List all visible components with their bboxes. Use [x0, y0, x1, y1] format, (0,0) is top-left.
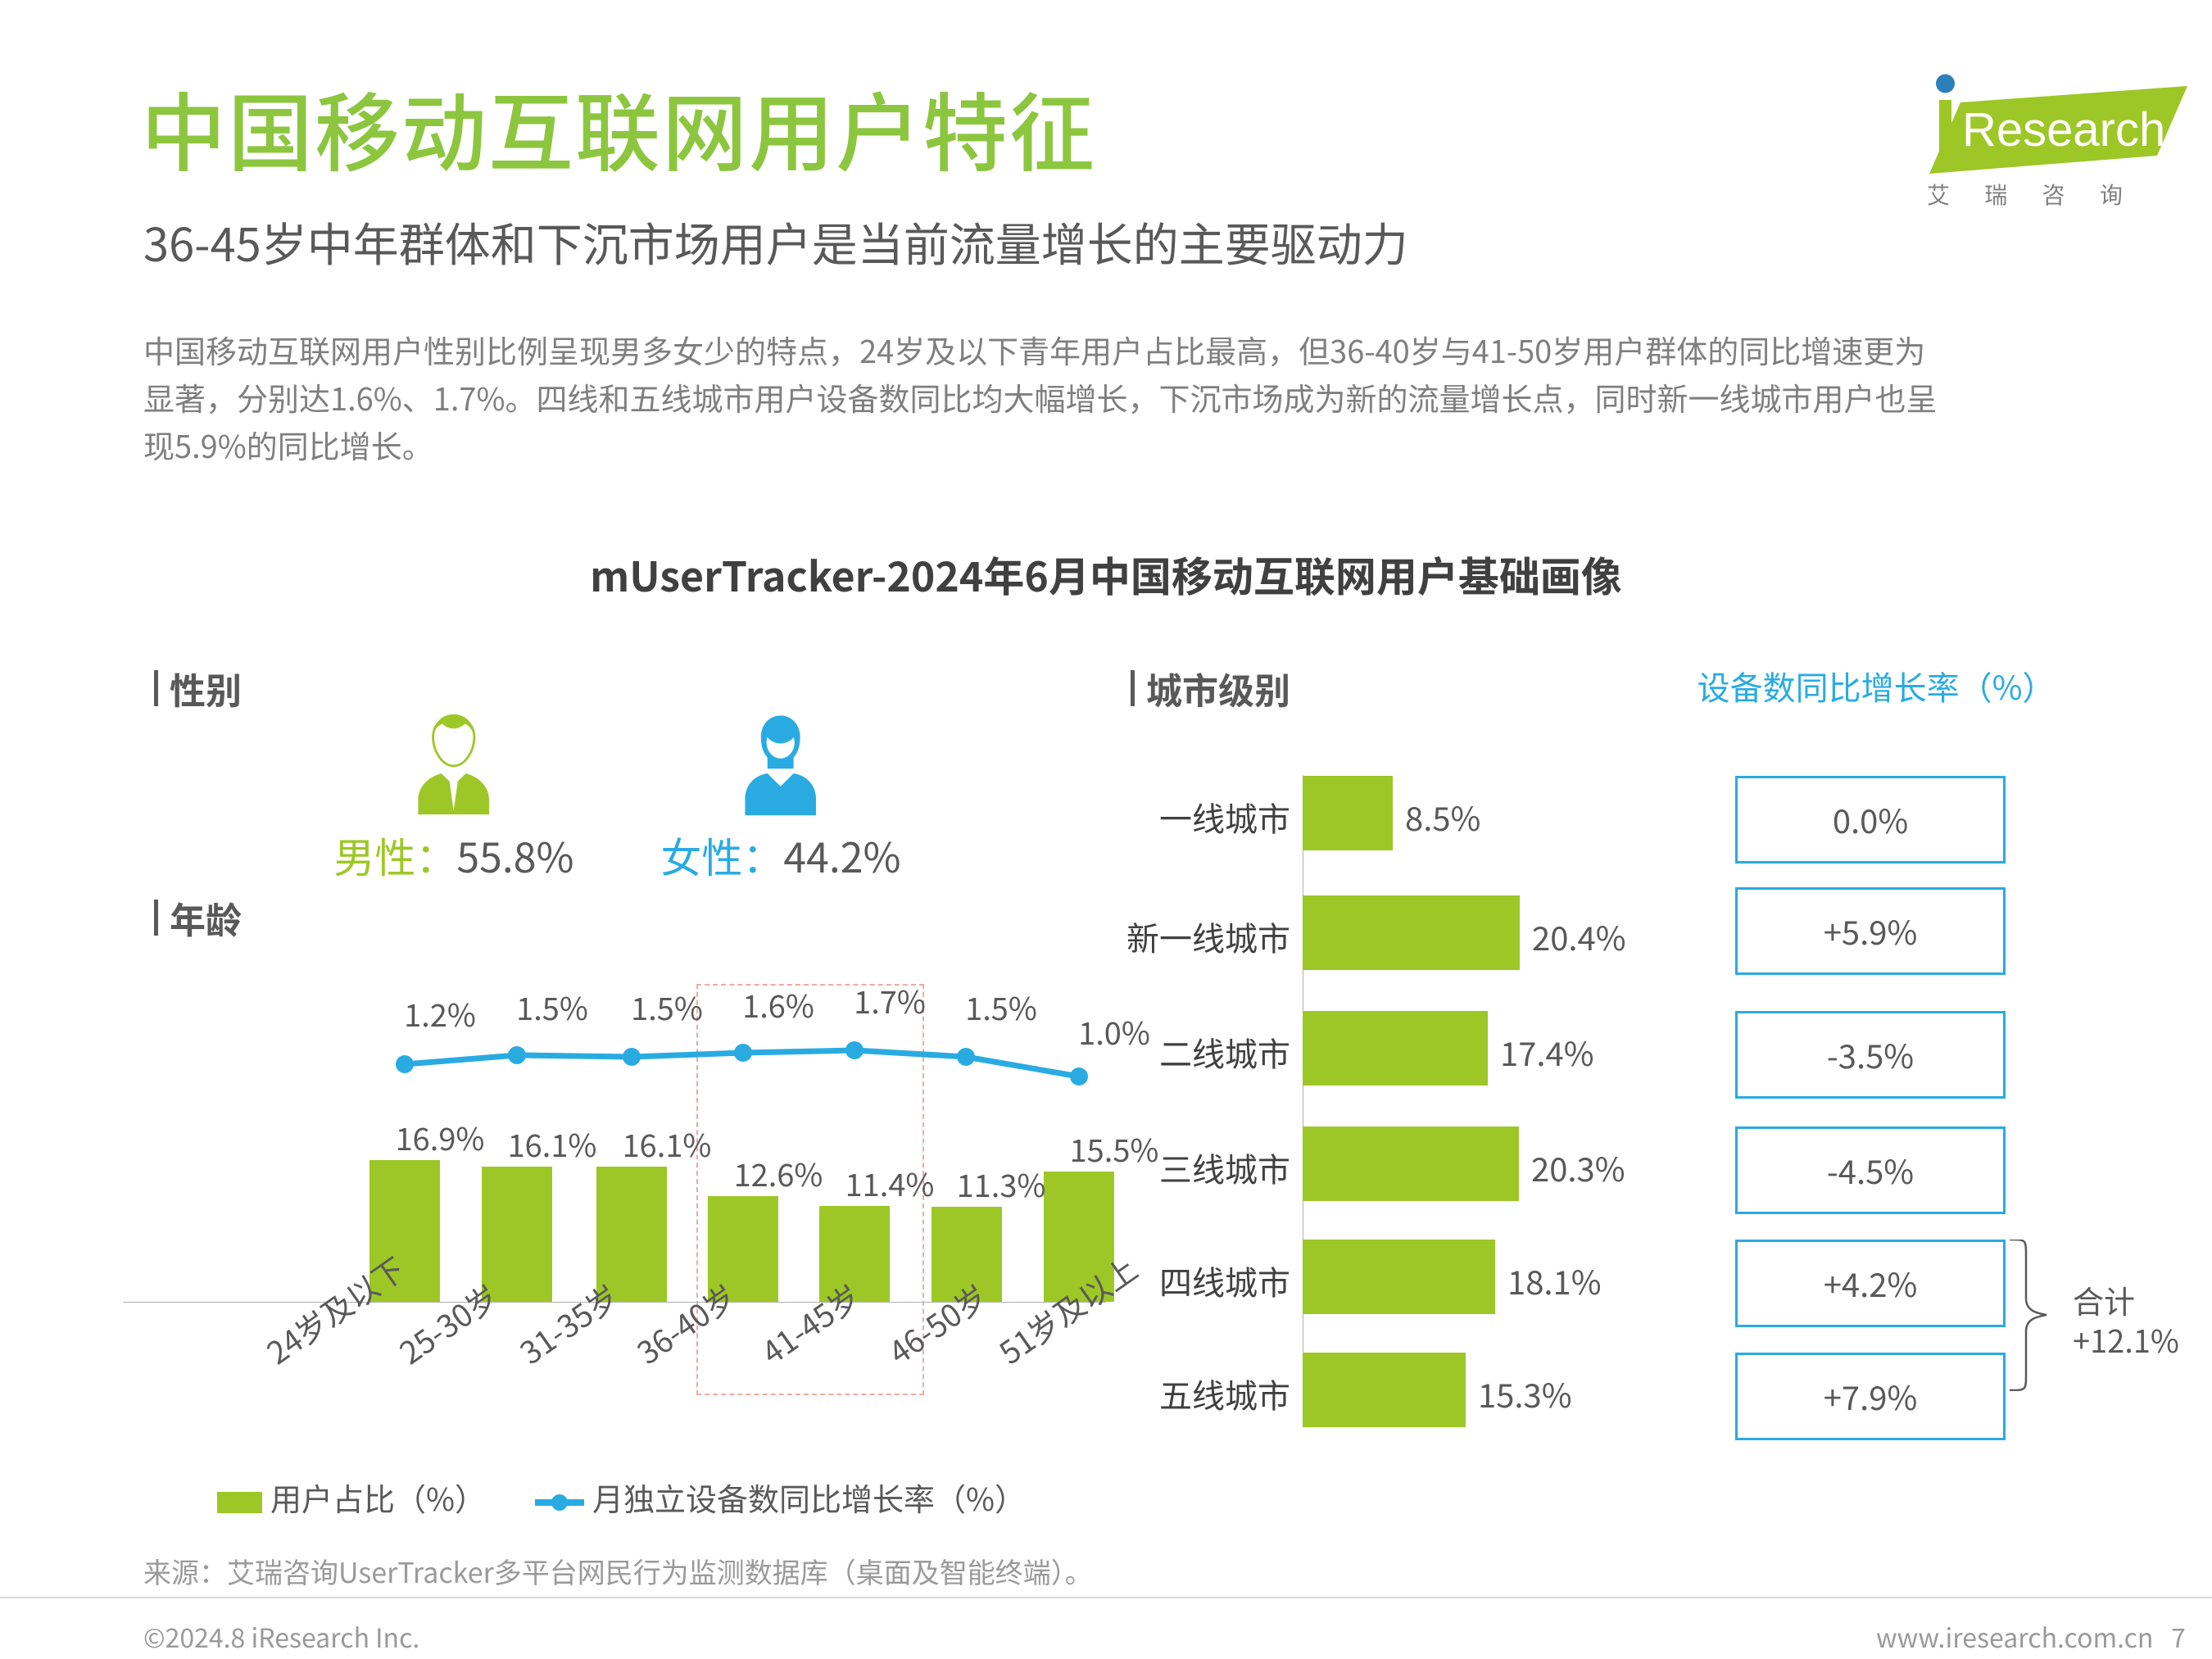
svg-text:Research: Research [1962, 103, 2165, 156]
